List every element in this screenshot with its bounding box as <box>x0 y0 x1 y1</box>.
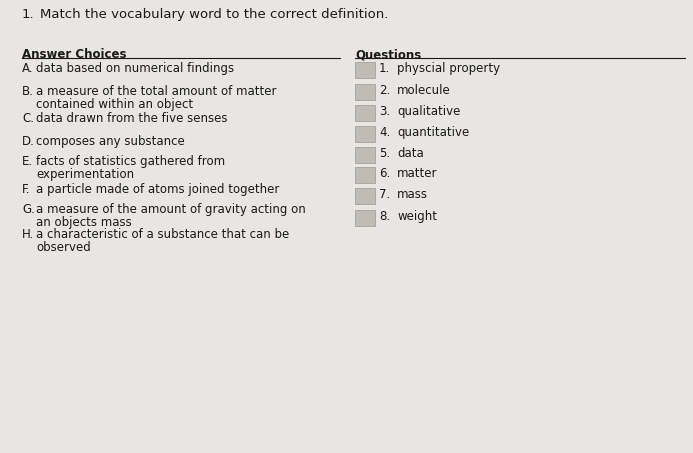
Text: contained within an object: contained within an object <box>36 98 193 111</box>
Text: 5.: 5. <box>379 147 390 160</box>
Text: quantitative: quantitative <box>397 126 469 139</box>
Text: 4.: 4. <box>379 126 390 139</box>
Text: a characteristic of a substance that can be: a characteristic of a substance that can… <box>36 228 289 241</box>
Text: a particle made of atoms joined together: a particle made of atoms joined together <box>36 183 279 196</box>
Text: data based on numerical findings: data based on numerical findings <box>36 62 234 75</box>
FancyBboxPatch shape <box>355 84 375 100</box>
Text: weight: weight <box>397 210 437 223</box>
FancyBboxPatch shape <box>355 126 375 142</box>
FancyBboxPatch shape <box>355 167 375 183</box>
Text: qualitative: qualitative <box>397 105 460 118</box>
FancyBboxPatch shape <box>355 188 375 204</box>
Text: data: data <box>397 147 423 160</box>
Text: B.: B. <box>22 85 34 98</box>
Text: G.: G. <box>22 203 35 216</box>
Text: Questions: Questions <box>355 48 421 61</box>
Text: Match the vocabulary word to the correct definition.: Match the vocabulary word to the correct… <box>40 8 388 21</box>
Text: A.: A. <box>22 62 33 75</box>
FancyBboxPatch shape <box>355 147 375 163</box>
Text: molecule: molecule <box>397 84 450 97</box>
Text: 1.: 1. <box>22 8 35 21</box>
Text: mass: mass <box>397 188 428 201</box>
Text: data drawn from the five senses: data drawn from the five senses <box>36 112 227 125</box>
Text: experimentation: experimentation <box>36 168 134 181</box>
Text: 1.: 1. <box>379 62 390 75</box>
Text: physcial property: physcial property <box>397 62 500 75</box>
Text: 3.: 3. <box>379 105 390 118</box>
Text: Answer Choices: Answer Choices <box>22 48 127 61</box>
Text: H.: H. <box>22 228 34 241</box>
Text: a measure of the amount of gravity acting on: a measure of the amount of gravity actin… <box>36 203 306 216</box>
Text: observed: observed <box>36 241 91 254</box>
Text: C.: C. <box>22 112 34 125</box>
Text: facts of statistics gathered from: facts of statistics gathered from <box>36 155 225 168</box>
Text: 8.: 8. <box>379 210 390 223</box>
Text: 2.: 2. <box>379 84 390 97</box>
Text: D.: D. <box>22 135 35 148</box>
Text: composes any substance: composes any substance <box>36 135 185 148</box>
Text: matter: matter <box>397 167 437 180</box>
Text: a measure of the total amount of matter: a measure of the total amount of matter <box>36 85 277 98</box>
FancyBboxPatch shape <box>355 62 375 78</box>
FancyBboxPatch shape <box>355 210 375 226</box>
Text: E.: E. <box>22 155 33 168</box>
FancyBboxPatch shape <box>355 105 375 121</box>
Text: 6.: 6. <box>379 167 390 180</box>
Text: an objects mass: an objects mass <box>36 216 132 229</box>
Text: F.: F. <box>22 183 30 196</box>
Text: 7.: 7. <box>379 188 390 201</box>
